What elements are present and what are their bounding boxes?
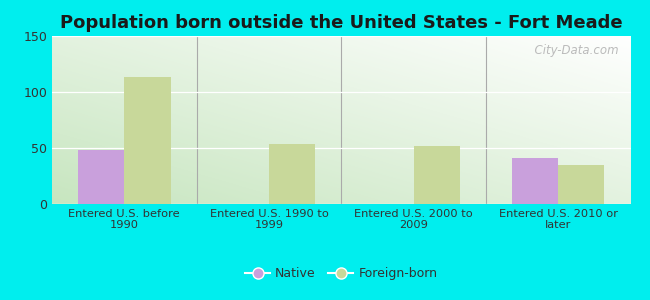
Bar bbox=[413, 146, 460, 204]
Bar bbox=[124, 77, 170, 204]
Bar bbox=[558, 165, 605, 204]
Text: City-Data.com: City-Data.com bbox=[527, 44, 619, 57]
Bar bbox=[78, 150, 124, 204]
Legend: Native, Foreign-born: Native, Foreign-born bbox=[240, 262, 442, 285]
Bar bbox=[269, 143, 315, 204]
Bar bbox=[512, 158, 558, 204]
Title: Population born outside the United States - Fort Meade: Population born outside the United State… bbox=[60, 14, 623, 32]
